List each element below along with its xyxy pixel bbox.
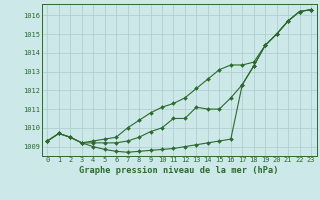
X-axis label: Graphe pression niveau de la mer (hPa): Graphe pression niveau de la mer (hPa) [79, 166, 279, 175]
